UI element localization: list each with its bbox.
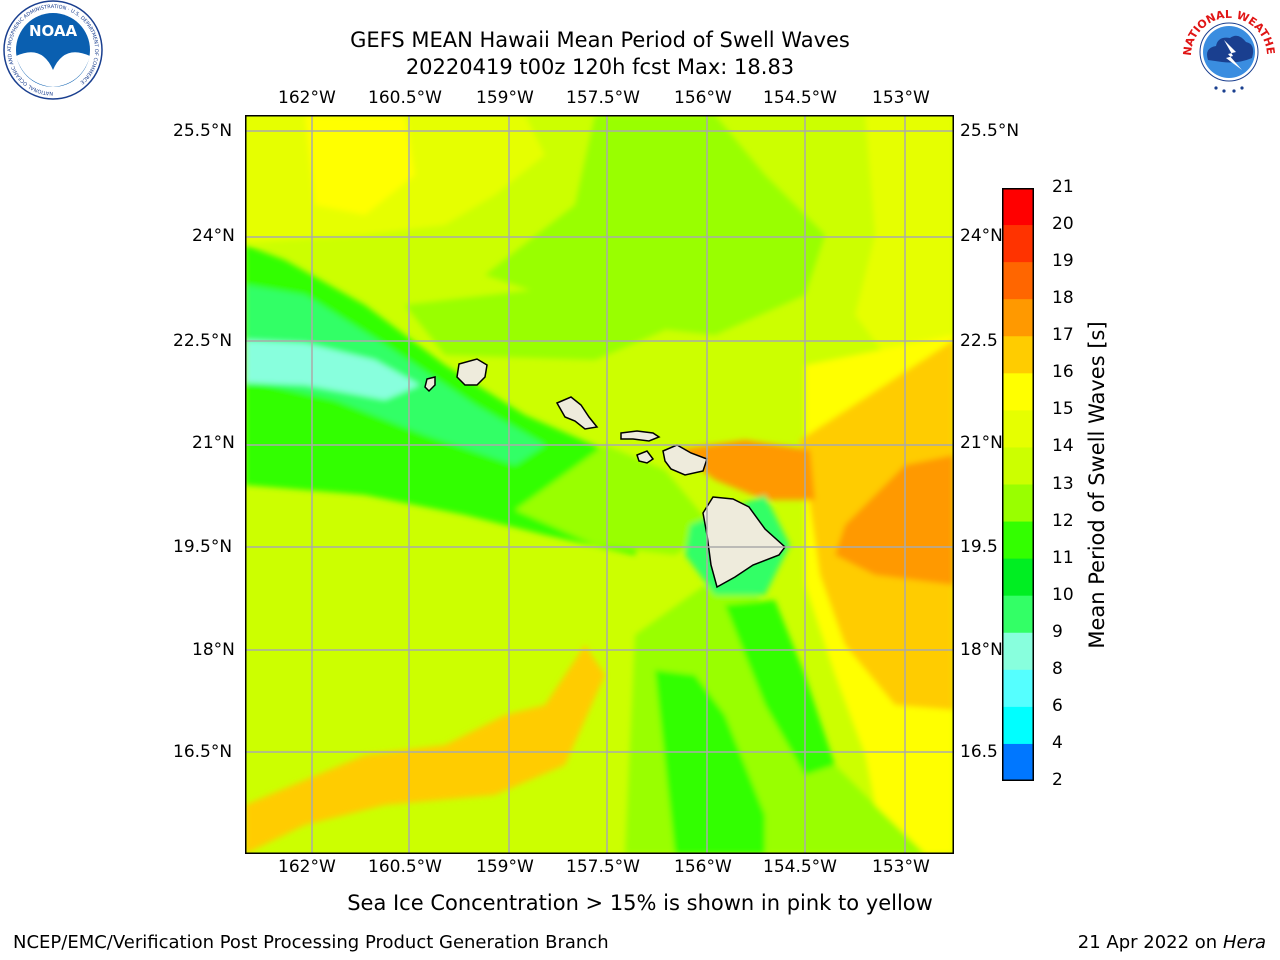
colorbar-tick-label: 14	[1052, 436, 1074, 457]
lon-tick-top: 159°W	[476, 88, 534, 108]
colorbar-segment	[1002, 521, 1034, 560]
lat-tick-left: 18°N	[192, 640, 235, 660]
colorbar-tick-label: 12	[1052, 510, 1074, 531]
island-niihau	[424, 376, 436, 393]
lat-tick-right: 22.5	[960, 331, 998, 351]
colorbar-tick-label: 19	[1052, 251, 1074, 272]
colorbar-tick-label: 9	[1052, 621, 1063, 642]
colorbar-segment	[1002, 410, 1034, 448]
colorbar-label: Mean Period of Swell Waves [s]	[1085, 321, 1109, 649]
lon-tick-top: 154.5°W	[763, 88, 837, 108]
colorbar-tick-label: 16	[1052, 362, 1074, 383]
colorbar-segment	[1002, 484, 1034, 523]
colorbar	[1002, 188, 1034, 781]
colorbar-segment	[1002, 336, 1034, 374]
colorbar-segment	[1002, 299, 1034, 337]
lat-tick-left: 19.5°N	[173, 537, 233, 557]
lon-tick-bottom: 157.5°W	[566, 857, 640, 877]
colorbar-segment	[1002, 373, 1034, 411]
colorbar-segment	[1002, 595, 1034, 634]
lat-tick-right: 24°N	[960, 226, 1003, 246]
colorbar-segment	[1002, 558, 1034, 597]
colorbar-tick-label: 2	[1052, 770, 1063, 790]
lat-tick-right: 21°N	[960, 433, 1003, 453]
lat-tick-right: 25.5°N	[960, 121, 1020, 141]
island-oahu	[555, 396, 599, 430]
footer-branch: NCEP/EMC/Verification Post Processing Pr…	[13, 932, 609, 953]
lon-tick-bottom: 159°W	[476, 857, 534, 877]
colorbar-tick-label: 20	[1052, 214, 1074, 235]
nws-logo: NATIONAL WEATHER SERVICE	[1178, 0, 1277, 93]
lat-tick-left: 22.5°N	[173, 331, 233, 351]
lat-tick-left: 25.5°N	[173, 121, 233, 141]
map-subtitle: 20220419 t00z 120h fcst Max: 18.83	[405, 55, 795, 79]
sea-ice-caption: Sea Ice Concentration > 15% is shown in …	[347, 891, 933, 915]
lat-tick-left: 21°N	[192, 433, 235, 453]
lon-tick-bottom: 153°W	[872, 857, 930, 877]
colorbar-segment	[1002, 225, 1034, 263]
noaa-logo: NATIONAL OCEANIC AND ATMOSPHERIC ADMINIS…	[3, 0, 103, 100]
colorbar-tick-label: 10	[1052, 584, 1074, 605]
lat-tick-left: 16.5°N	[173, 742, 233, 762]
lon-tick-top: 157.5°W	[566, 88, 640, 108]
lon-tick-top: 156°W	[674, 88, 732, 108]
lat-tick-right: 19.5	[960, 537, 998, 557]
swell-period-map	[245, 115, 954, 854]
colorbar-tick-label: 4	[1052, 732, 1063, 753]
colorbar-tick-label: 6	[1052, 695, 1063, 716]
colorbar-tick-label: 21	[1052, 177, 1074, 197]
island-kauai	[456, 358, 488, 386]
colorbar-tick-label: 17	[1052, 325, 1074, 346]
colorbar-segment	[1002, 632, 1034, 671]
footer-date-text: 21 Apr 2022 on	[1077, 932, 1218, 953]
map-title: GEFS MEAN Hawaii Mean Period of Swell Wa…	[350, 28, 850, 52]
colorbar-segment	[1002, 669, 1034, 708]
colorbar-tick-label: 8	[1052, 658, 1063, 679]
lon-tick-bottom: 160.5°W	[368, 857, 442, 877]
colorbar-segment	[1002, 743, 1034, 781]
island-lanai	[636, 450, 655, 464]
island-molokai	[620, 430, 661, 442]
colorbar-tick-label: 13	[1052, 473, 1074, 494]
lon-tick-top: 160.5°W	[368, 88, 442, 108]
lon-tick-bottom: 156°W	[674, 857, 732, 877]
island-maui	[662, 444, 708, 476]
colorbar-segment	[1002, 447, 1034, 485]
lon-tick-top: 153°W	[872, 88, 930, 108]
colorbar-tick-label: 11	[1052, 547, 1074, 568]
colorbar-segment	[1002, 706, 1034, 745]
lat-tick-left: 24°N	[192, 226, 235, 246]
lon-tick-top: 162°W	[278, 88, 336, 108]
footer-date: 21 Apr 2022 on Hera	[1078, 932, 1266, 953]
lat-tick-right: 16.5	[960, 742, 998, 762]
colorbar-segment	[1002, 262, 1034, 300]
footer-machine: Hera	[1222, 932, 1266, 953]
noaa-text: NOAA	[29, 22, 78, 40]
colorbar-tick-label: 15	[1052, 399, 1074, 420]
lon-tick-bottom: 162°W	[278, 857, 336, 877]
colorbar-tick-label: 18	[1052, 288, 1074, 309]
lat-tick-right: 18°N	[960, 640, 1003, 660]
lon-tick-bottom: 154.5°W	[763, 857, 837, 877]
colorbar-segment	[1002, 188, 1034, 226]
